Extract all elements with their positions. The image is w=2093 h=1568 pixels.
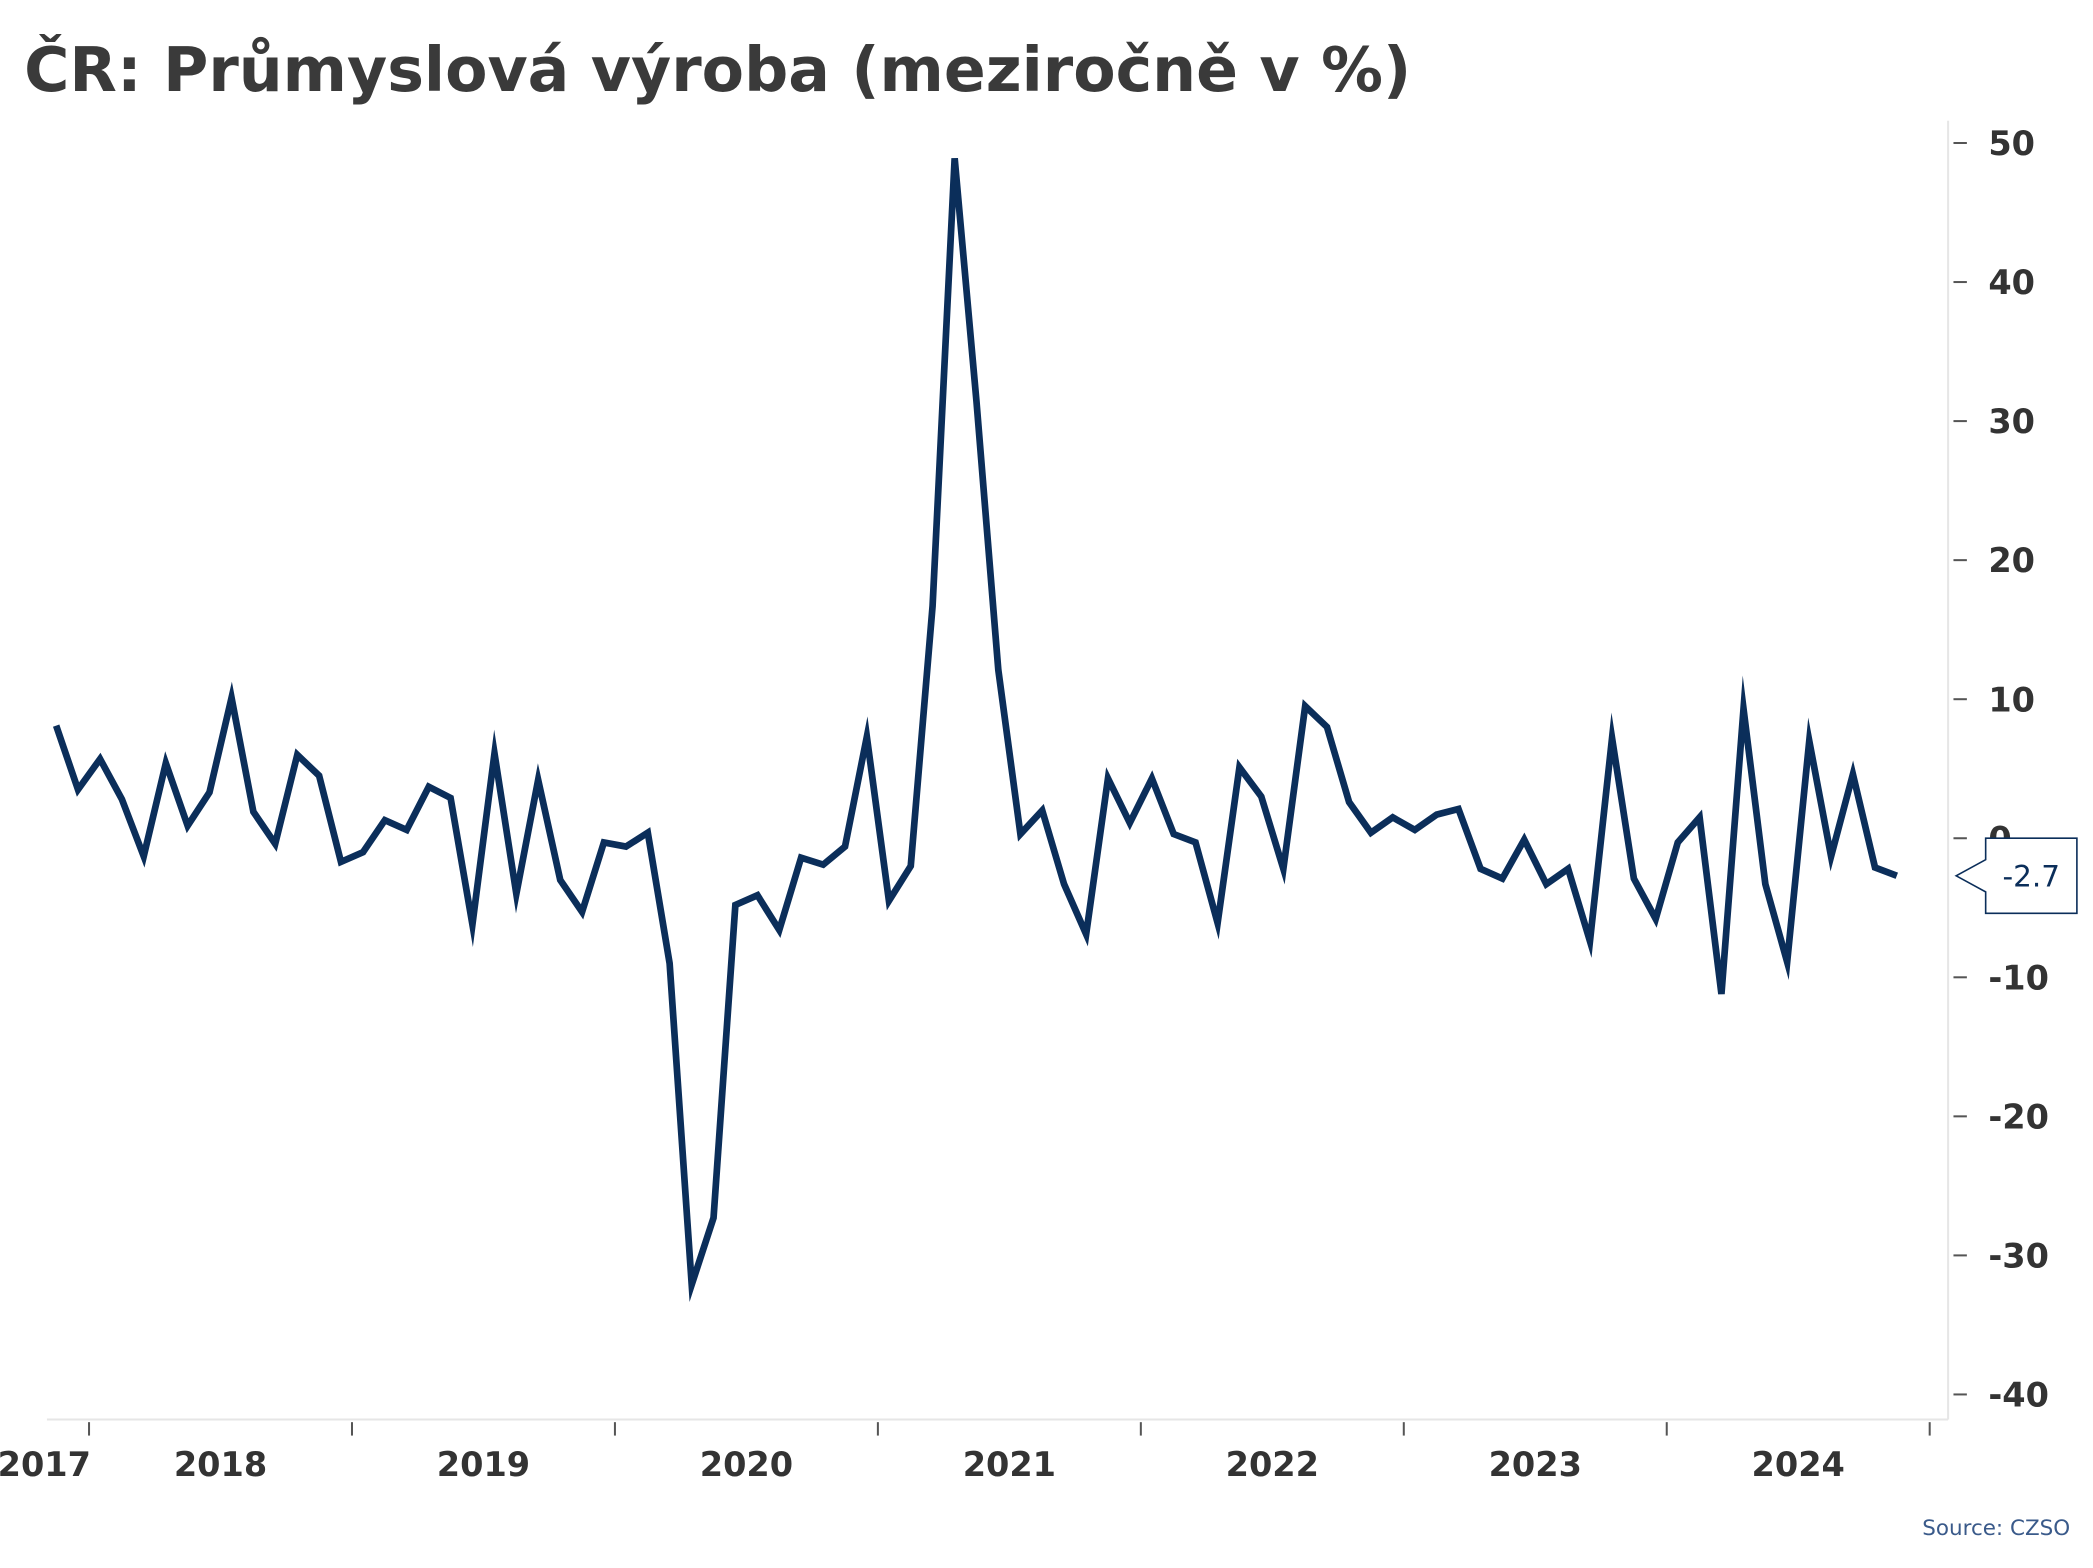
chart-title: ČR: Průmyslová výroba (meziročně v %) <box>24 33 1411 106</box>
x-tick-label: 2021 <box>963 1445 1056 1484</box>
source: Source: CZSO <box>1922 1516 2070 1541</box>
y-tick-label: -20 <box>1988 1097 2049 1136</box>
x-tick-label: 2019 <box>437 1445 530 1484</box>
x-tick-label: 2017 <box>0 1445 91 1484</box>
y-tick-label: 20 <box>1988 541 2035 580</box>
y-tick-label: 30 <box>1988 402 2035 441</box>
y-tick-label: 40 <box>1988 263 2035 302</box>
x-tick-label: 2023 <box>1489 1445 1582 1484</box>
y-tick-label: -40 <box>1988 1376 2049 1415</box>
x-tick-label: 2022 <box>1226 1445 1319 1484</box>
callout-label: -2.7 <box>2002 860 2060 894</box>
x-tick-label: 2018 <box>174 1445 267 1484</box>
x-tick-label: 2020 <box>700 1445 793 1484</box>
callout-box <box>1954 837 2078 915</box>
y-tick-label: 10 <box>1988 680 2035 719</box>
y-tick-label: -30 <box>1988 1236 2049 1275</box>
x-tick-label: 2024 <box>1752 1445 1845 1484</box>
y-tick-label: 50 <box>1988 124 2035 163</box>
y-tick-label: -10 <box>1988 958 2049 997</box>
series-line <box>52 157 1899 1303</box>
